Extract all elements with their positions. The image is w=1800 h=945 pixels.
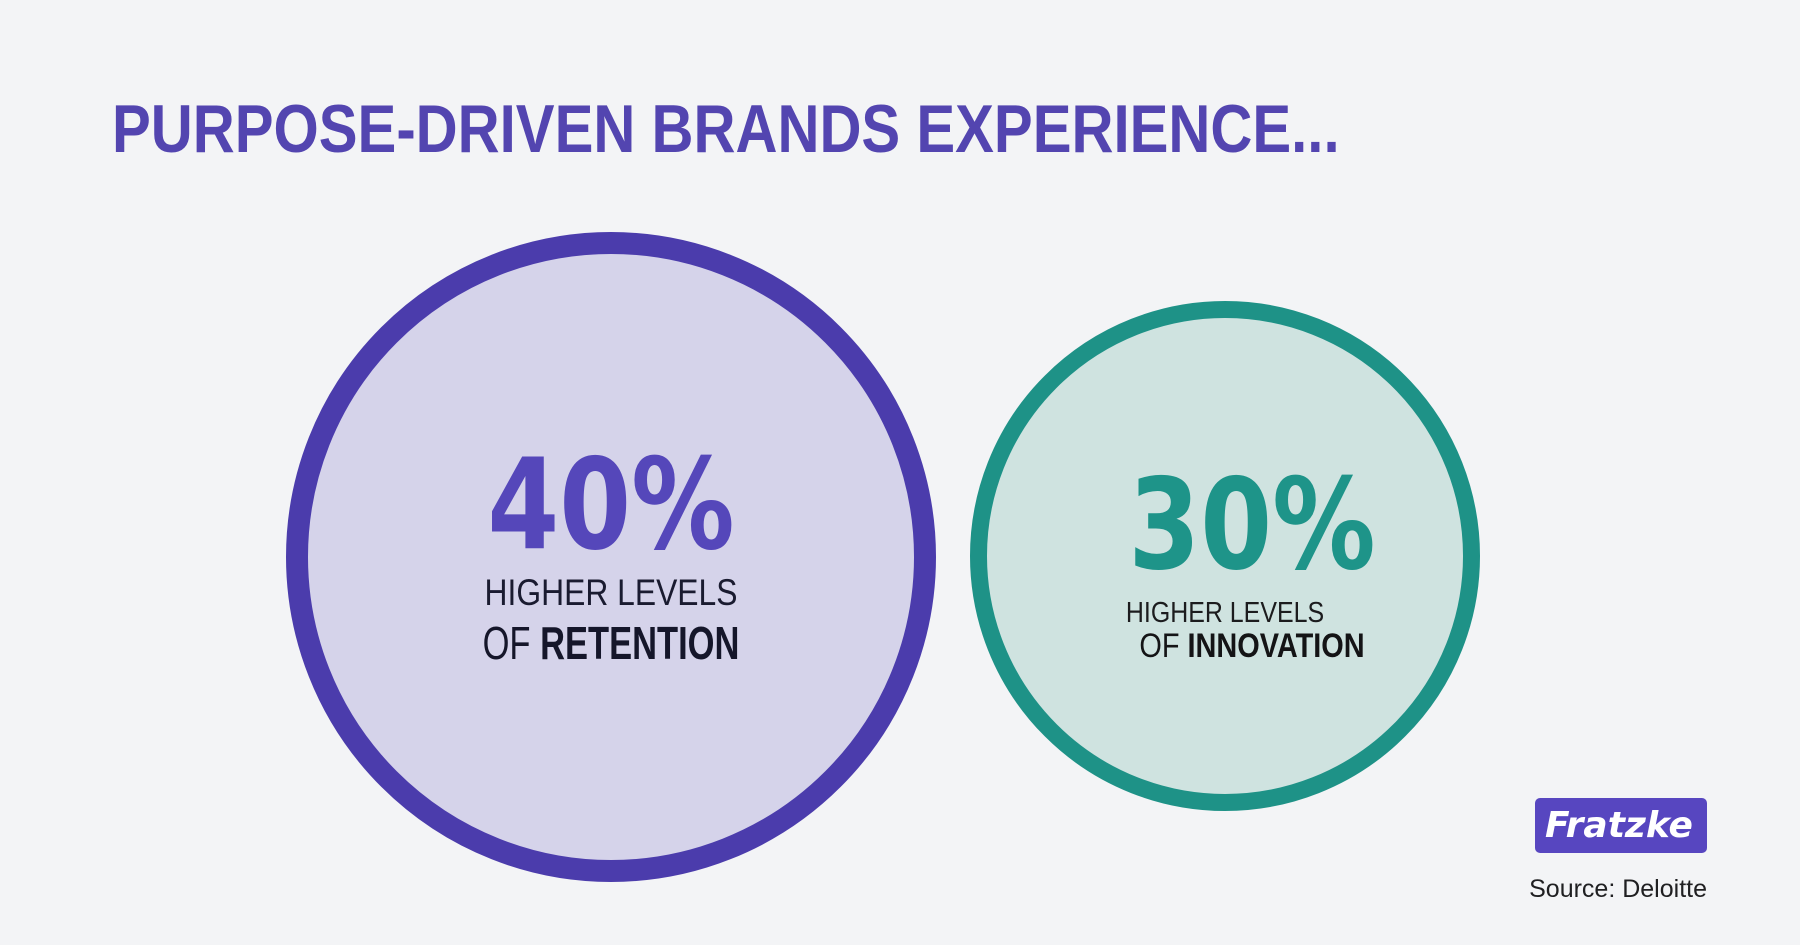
innovation-bubble: 30% HIGHER LEVELS OF INNOVATION [970, 301, 1480, 811]
fratzke-logo-text: Fratzke [1545, 804, 1693, 846]
innovation-label-of: OF [1139, 627, 1188, 665]
retention-percent-value: 40% [487, 431, 735, 578]
source-attribution: Source: Deloitte [1529, 875, 1707, 903]
innovation-label-keyword: INNOVATION [1187, 627, 1365, 665]
fratzke-logo: Fratzke [1535, 798, 1707, 853]
innovation-label-line1: HIGHER LEVELS [1125, 597, 1325, 629]
retention-label-of: OF [482, 617, 541, 669]
page-title: PURPOSE-DRIVEN BRANDS EXPERIENCE... [112, 91, 1340, 167]
retention-bubble: 40% HIGHER LEVELS OF RETENTION [286, 232, 936, 882]
retention-label-keyword: RETENTION [540, 617, 740, 669]
retention-label-line2: OF RETENTION [384, 620, 839, 666]
innovation-percent-value: 30% [1128, 451, 1376, 598]
retention-label-line1: HIGHER LEVELS [484, 572, 738, 613]
innovation-label-line2: OF INNOVATION [1050, 629, 1455, 663]
